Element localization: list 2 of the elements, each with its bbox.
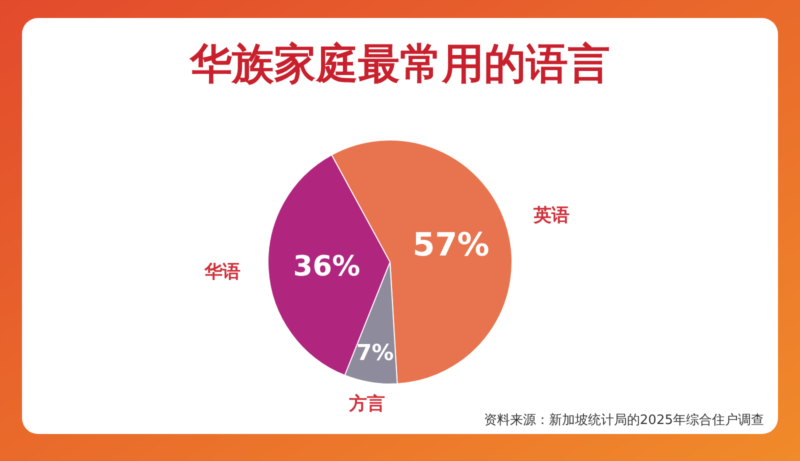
annotation: 资料来源：新加坡统计局的2025年综合住户调查	[484, 413, 764, 428]
title: 华族家庭最常用的语言	[190, 39, 610, 88]
